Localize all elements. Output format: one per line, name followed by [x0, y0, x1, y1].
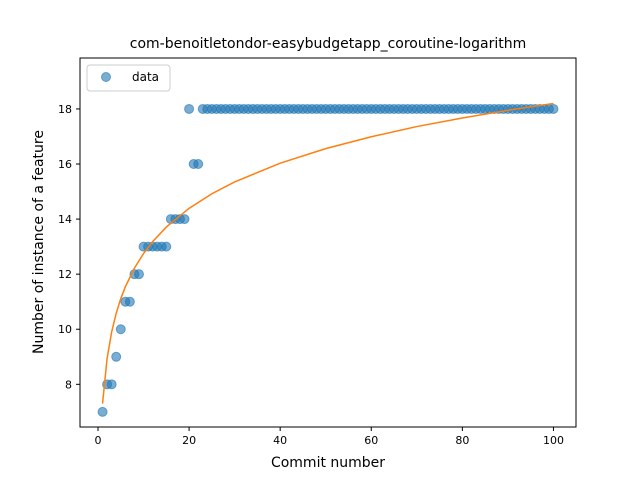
x-axis: 0 20 40 60 80 100 — [94, 427, 564, 447]
data-point — [179, 214, 190, 225]
data-point — [548, 103, 559, 114]
legend-label-data: data — [132, 70, 159, 84]
y-axis: 8 10 12 14 16 18 — [58, 103, 80, 391]
data-point — [161, 241, 172, 252]
chart-title: com-benoitletondor-easybudgetapp_corouti… — [130, 36, 526, 52]
x-tick-label: 40 — [273, 434, 287, 447]
data-point — [97, 406, 108, 417]
y-axis-label: Number of instance of a feature — [31, 130, 47, 354]
y-tick-label: 14 — [58, 213, 72, 226]
y-tick-label: 12 — [58, 268, 72, 281]
data-point — [115, 324, 126, 335]
x-tick-label: 0 — [94, 434, 101, 447]
data-point — [133, 269, 144, 280]
legend-marker-data — [101, 72, 111, 82]
x-tick-label: 80 — [455, 434, 469, 447]
axes-frame — [79, 57, 577, 428]
y-tick-label: 16 — [58, 158, 72, 171]
x-tick-label: 100 — [543, 434, 564, 447]
x-axis-label: Commit number — [271, 455, 385, 471]
data-point — [184, 103, 195, 114]
y-tick-label: 8 — [65, 378, 72, 391]
x-tick-label: 60 — [364, 434, 378, 447]
x-tick-label: 20 — [182, 434, 196, 447]
data-point — [124, 296, 135, 307]
legend-box — [86, 64, 171, 92]
legend: data — [86, 64, 171, 92]
y-tick-label: 18 — [58, 103, 72, 116]
y-tick-label: 10 — [58, 323, 72, 336]
data-point — [111, 351, 122, 362]
data-point — [106, 379, 117, 390]
plot-area — [97, 102, 559, 417]
fit-line — [101, 102, 554, 404]
data-point — [193, 159, 204, 170]
